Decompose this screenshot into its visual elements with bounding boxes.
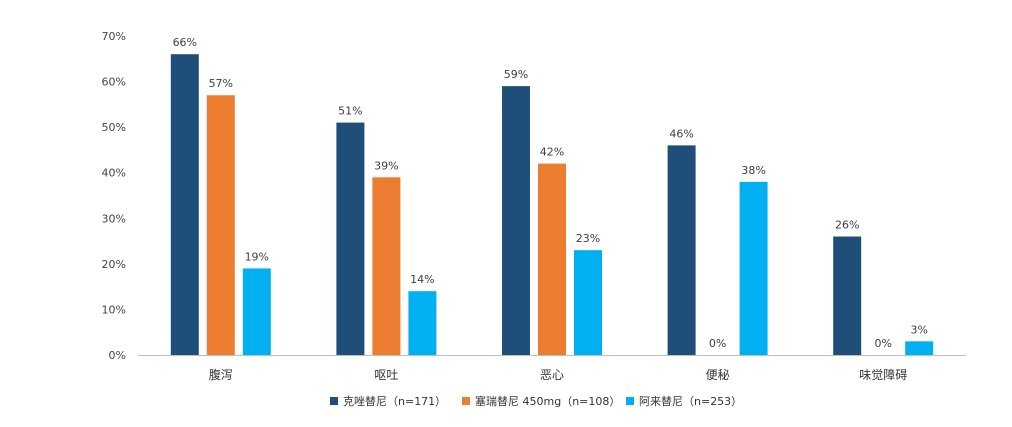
bar-series-1-cat-2 bbox=[538, 163, 566, 355]
y-tick-label: 70% bbox=[102, 30, 126, 43]
legend-swatch bbox=[462, 397, 470, 405]
legend-label: 克唑替尼（n=171） bbox=[343, 394, 446, 408]
category-label: 腹泻 bbox=[209, 368, 233, 382]
data-label: 46% bbox=[669, 127, 693, 140]
legend: 克唑替尼（n=171） 塞瑞替尼 450mg（n=108） 阿来替尼（n=253） bbox=[330, 394, 742, 408]
category-label: 味觉障碍 bbox=[859, 367, 907, 382]
legend-label: 塞瑞替尼 450mg（n=108） bbox=[475, 394, 620, 408]
data-label: 26% bbox=[835, 219, 859, 232]
data-labels-group: 66% 57% 19% 51% 39% 14% 59% 42% 23% 46% 0% 38% 26% 0%… bbox=[173, 36, 928, 350]
legend-label: 阿来替尼（n=253） bbox=[639, 394, 742, 408]
category-labels-group: 腹泻 呕吐 恶心 便秘 味觉障碍 bbox=[209, 367, 907, 382]
bars-group bbox=[170, 54, 934, 355]
y-tick-label: 30% bbox=[102, 212, 126, 225]
bar-series-1-cat-0 bbox=[206, 95, 235, 355]
bar-series-2-cat-3 bbox=[739, 181, 768, 355]
data-label: 14% bbox=[410, 273, 434, 286]
data-label: 23% bbox=[576, 232, 600, 245]
bar-series-2-cat-0 bbox=[242, 268, 271, 355]
legend-swatch bbox=[330, 397, 338, 405]
y-axis-tick-labels: 0% 10% 20% 30% 40% 50% 60% 70% bbox=[102, 30, 126, 362]
y-tick-label: 10% bbox=[102, 303, 126, 316]
data-label: 57% bbox=[209, 77, 233, 90]
bar-series-0-cat-2 bbox=[502, 86, 530, 355]
y-tick-label: 60% bbox=[102, 76, 126, 89]
data-label: 3% bbox=[910, 323, 927, 336]
bar-series-0-cat-3 bbox=[667, 145, 696, 355]
y-tick-label: 20% bbox=[102, 258, 126, 271]
data-label: 0% bbox=[709, 337, 726, 350]
bar-series-1-cat-1 bbox=[372, 177, 401, 355]
data-label: 42% bbox=[540, 146, 564, 159]
bar-series-2-cat-1 bbox=[408, 291, 437, 355]
category-label: 呕吐 bbox=[374, 368, 398, 382]
data-label: 51% bbox=[338, 105, 362, 118]
category-label: 便秘 bbox=[706, 368, 730, 382]
bar-series-2-cat-4 bbox=[905, 341, 934, 355]
y-tick-label: 40% bbox=[102, 167, 126, 180]
bar-series-0-cat-4 bbox=[833, 236, 862, 355]
category-label: 恶心 bbox=[540, 368, 564, 382]
legend-swatch bbox=[626, 397, 634, 405]
data-label: 38% bbox=[741, 164, 765, 177]
data-label: 39% bbox=[374, 159, 398, 172]
bar-series-0-cat-0 bbox=[170, 54, 199, 355]
y-tick-label: 50% bbox=[102, 121, 126, 134]
y-tick-label: 0% bbox=[109, 349, 126, 362]
data-label: 0% bbox=[874, 337, 891, 350]
bar-series-2-cat-2 bbox=[574, 250, 602, 355]
bar-series-0-cat-1 bbox=[336, 122, 365, 355]
data-label: 59% bbox=[504, 68, 528, 81]
data-label: 66% bbox=[173, 36, 197, 49]
data-label: 19% bbox=[245, 250, 269, 263]
